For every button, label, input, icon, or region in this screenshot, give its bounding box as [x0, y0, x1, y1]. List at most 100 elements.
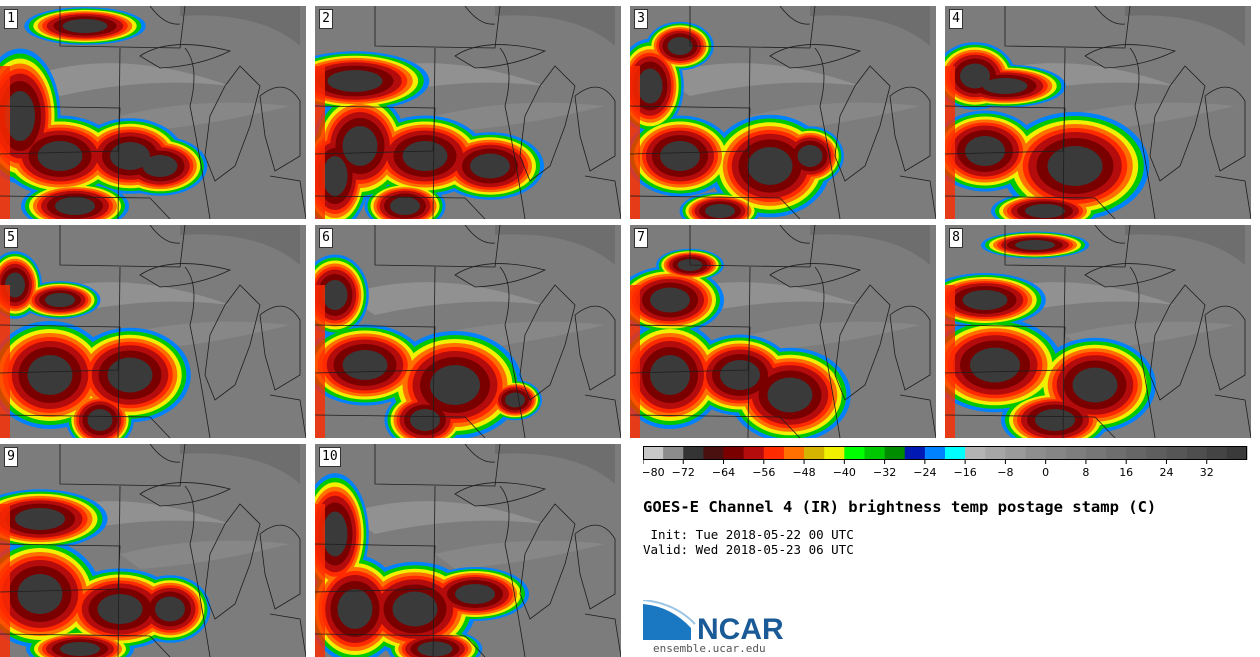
border-line [59, 225, 186, 268]
member-panel-8: 8 [945, 225, 1251, 438]
lake-outline [834, 65, 891, 182]
dark-region [495, 6, 615, 46]
lake-outline [574, 305, 616, 391]
colorbar-tick-label: −48 [792, 466, 815, 479]
member-panel-4: 4 [945, 6, 1251, 219]
panel-number: 8 [949, 228, 963, 248]
storm-cell [660, 141, 700, 171]
coastline [1094, 6, 1126, 25]
storm-cell [142, 155, 178, 177]
member-panel-3: 3 [630, 6, 936, 219]
border-line [747, 47, 751, 219]
cloud-streak [435, 540, 605, 569]
colorbar-tick-label: −72 [672, 466, 695, 479]
storm-cell [17, 574, 63, 614]
map-borders [945, 6, 1251, 219]
colorbar-swatch [783, 446, 805, 460]
colorbar-swatch [844, 446, 865, 460]
storm-cell [470, 153, 510, 179]
border-line [630, 195, 801, 219]
member-panel-5: 5 [0, 225, 306, 438]
map-borders [0, 444, 306, 657]
map-borders [0, 6, 306, 219]
storm-cell [1035, 409, 1075, 431]
figure-title: GOES-E Channel 4 (IR) brightness temp po… [643, 498, 1157, 516]
border-line [0, 195, 171, 219]
coastline [779, 225, 811, 244]
member-panel-6: 6 [315, 225, 621, 438]
lake-outline [889, 305, 931, 391]
dark-region [1125, 225, 1245, 265]
border-line [1004, 6, 1131, 49]
ncar-logo-text: NCAR [697, 613, 784, 645]
coastline [779, 6, 811, 25]
storm-cell [27, 355, 73, 395]
border-line [432, 485, 436, 657]
border-line [374, 444, 501, 487]
dark-region [810, 6, 930, 46]
border-line [584, 613, 621, 657]
colorbar-swatch [804, 446, 825, 460]
colorbar-swatch [1065, 446, 1087, 460]
convection-band [945, 285, 955, 438]
storm-cell [705, 204, 735, 218]
border-line [117, 47, 121, 219]
convection-band [315, 285, 325, 438]
colorbar-swatch [985, 446, 1006, 460]
dark-region [180, 444, 300, 484]
ir-satellite-map [315, 444, 621, 657]
cloud-streak [750, 321, 920, 350]
dark-region [495, 225, 615, 265]
border-line [315, 633, 486, 657]
cloud-streak [120, 102, 290, 131]
lake-outline [769, 263, 862, 288]
storm-cell [1015, 240, 1055, 250]
colorbar-swatch [965, 446, 986, 460]
border-line [269, 613, 306, 657]
colorbar-swatch [1025, 446, 1046, 460]
storm-cell [5, 91, 35, 141]
colorbar-swatch [1226, 446, 1248, 460]
ir-satellite-map [945, 225, 1251, 438]
convection-band [315, 66, 325, 219]
colorbar-tick-label: −40 [833, 466, 856, 479]
lake-outline [1149, 284, 1206, 401]
website-url: ensemble.ucar.edu [653, 642, 766, 655]
storm-cell [747, 147, 793, 185]
ncar-logo: NCAR [643, 600, 784, 645]
border-line [269, 394, 306, 438]
colorbar-tick-label: −32 [873, 466, 896, 479]
panel-number: 6 [319, 228, 333, 248]
convection-band [0, 504, 10, 657]
storm-cell [322, 511, 348, 557]
border-line [945, 195, 1116, 219]
ir-satellite-map [0, 444, 306, 657]
storm-cell [650, 355, 690, 395]
colorbar-swatch [1085, 446, 1107, 460]
cloud-streak [660, 63, 860, 96]
colorbar-swatch [924, 446, 946, 460]
colorbar-border [643, 446, 1247, 460]
panel-number: 5 [4, 228, 18, 248]
lake-outline [204, 65, 261, 182]
storm-cell [62, 19, 108, 33]
map-borders [630, 225, 936, 438]
dark-region [180, 6, 300, 46]
border-line [630, 414, 801, 438]
storm-cell [402, 141, 448, 171]
dark-region [180, 225, 300, 265]
storm-cell [107, 357, 153, 393]
panel-number: 10 [319, 447, 341, 467]
ir-satellite-map [0, 6, 306, 219]
lake-outline [204, 284, 261, 401]
lake-outline [139, 263, 232, 288]
colorbar-swatch [864, 446, 885, 460]
convection-band [630, 285, 640, 438]
lake-outline [1204, 305, 1246, 391]
storm-cell [1072, 367, 1118, 403]
colorbar-swatch [663, 446, 684, 460]
lake-outline [574, 86, 616, 172]
ir-satellite-map [630, 225, 936, 438]
cloud-streak [30, 63, 230, 96]
storm-cell [965, 136, 1005, 166]
